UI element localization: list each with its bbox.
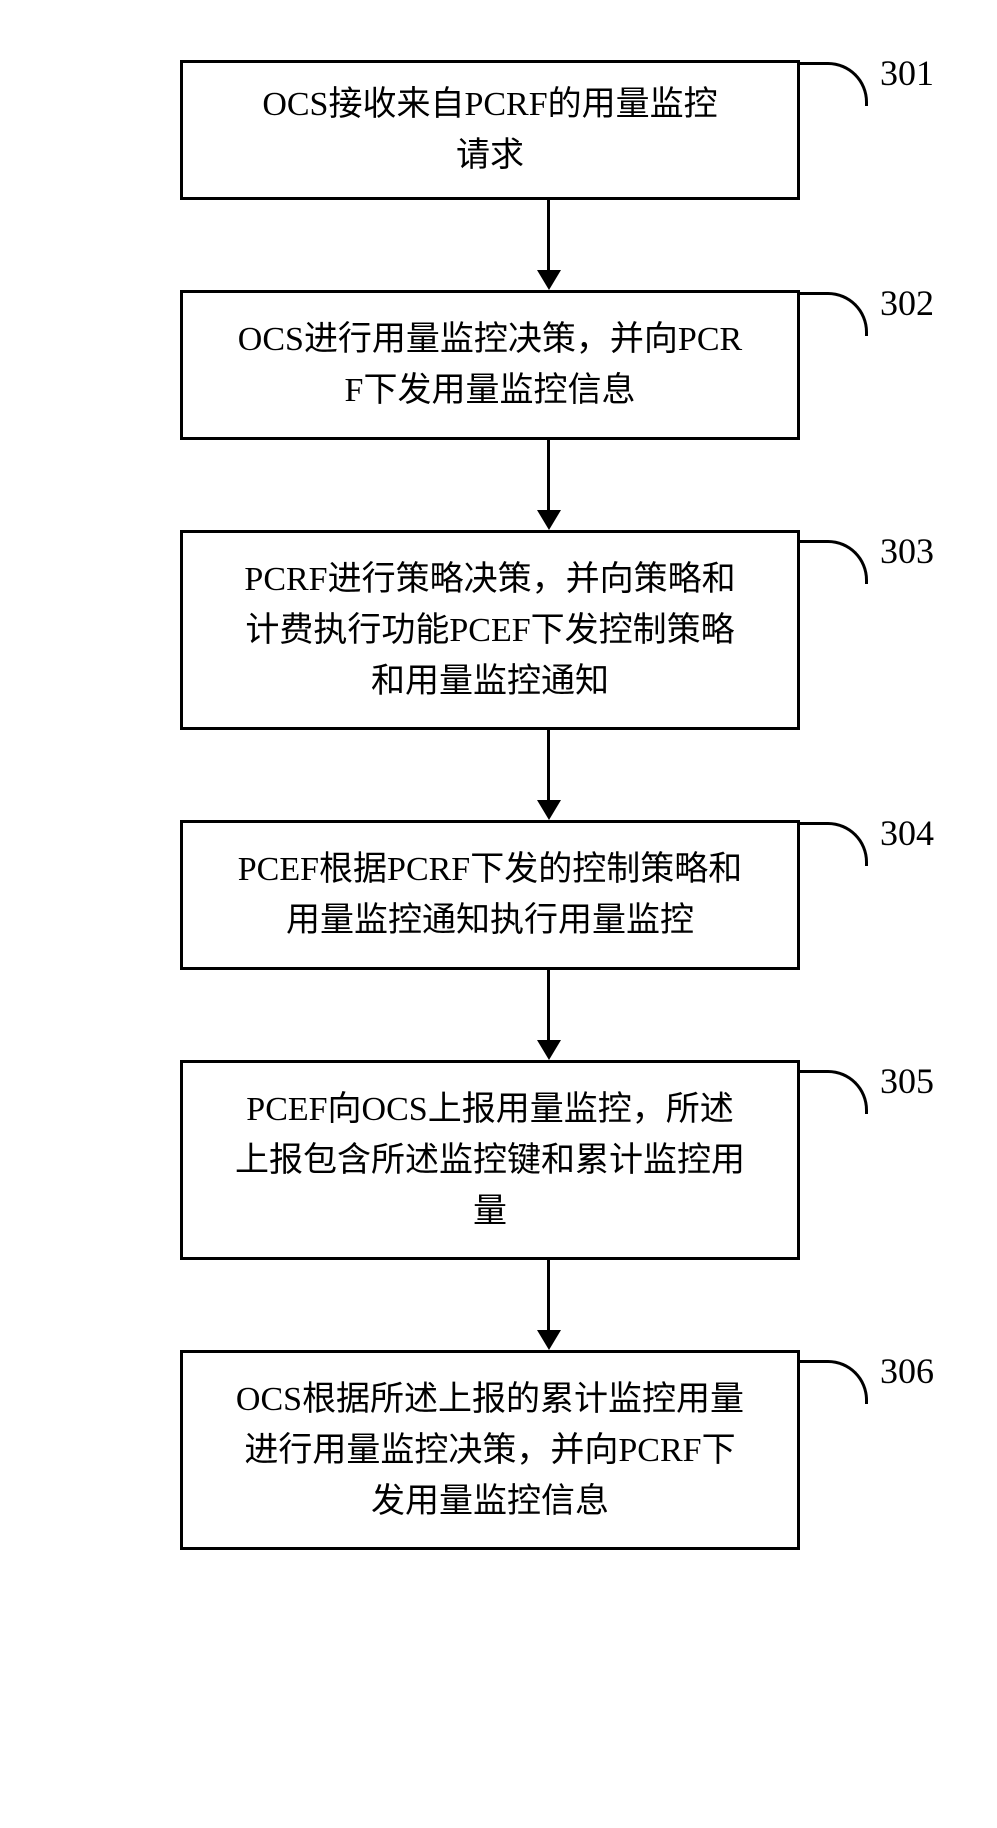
node-label: 302 [880,282,934,324]
arrow-line [547,970,550,1040]
node-wrapper: PCRF进行策略决策，并向策略和 计费执行功能PCEF下发控制策略 和用量监控通… [80,530,917,730]
arrow-head-icon [537,1040,561,1060]
connector-curve [798,1360,868,1404]
node-wrapper: PCEF向OCS上报用量监控，所述 上报包含所述监控键和累计监控用 量305 [80,1060,917,1260]
flowchart-node-n6: OCS根据所述上报的累计监控用量 进行用量监控决策，并向PCRF下 发用量监控信… [180,1350,800,1550]
connector-curve [798,62,868,106]
node-wrapper: PCEF根据PCRF下发的控制策略和 用量监控通知执行用量监控304 [80,820,917,970]
arrow-head-icon [537,510,561,530]
arrow [239,1260,859,1350]
node-text: OCS根据所述上报的累计监控用量 进行用量监控决策，并向PCRF下 发用量监控信… [236,1374,744,1527]
node-wrapper: OCS进行用量监控决策，并向PCR F下发用量监控信息302 [80,290,917,440]
label-connector: 306 [798,1360,934,1404]
node-text: PCEF根据PCRF下发的控制策略和 用量监控通知执行用量监控 [238,844,742,946]
node-text: OCS进行用量监控决策，并向PCR F下发用量监控信息 [238,314,742,416]
arrow [239,730,859,820]
arrow-line [547,200,550,270]
node-label: 306 [880,1350,934,1392]
arrow [239,970,859,1060]
node-label: 305 [880,1060,934,1102]
flowchart-node-n4: PCEF根据PCRF下发的控制策略和 用量监控通知执行用量监控 [180,820,800,970]
arrow [239,200,859,290]
connector-curve [798,822,868,866]
flowchart-node-n5: PCEF向OCS上报用量监控，所述 上报包含所述监控键和累计监控用 量 [180,1060,800,1260]
node-wrapper: OCS接收来自PCRF的用量监控 请求301 [80,60,917,200]
node-text: OCS接收来自PCRF的用量监控 请求 [262,79,717,181]
connector-curve [798,292,868,336]
label-connector: 301 [798,62,934,106]
connector-curve [798,1070,868,1114]
node-label: 303 [880,530,934,572]
label-connector: 304 [798,822,934,866]
node-wrapper: OCS根据所述上报的累计监控用量 进行用量监控决策，并向PCRF下 发用量监控信… [80,1350,917,1550]
label-connector: 303 [798,540,934,584]
arrow-line [547,440,550,510]
node-label: 304 [880,812,934,854]
arrow [239,440,859,530]
node-text: PCRF进行策略决策，并向策略和 计费执行功能PCEF下发控制策略 和用量监控通… [244,554,735,707]
arrow-line [547,730,550,800]
arrow-head-icon [537,800,561,820]
arrow-head-icon [537,270,561,290]
arrow-line [547,1260,550,1330]
node-label: 301 [880,52,934,94]
arrow-head-icon [537,1330,561,1350]
label-connector: 305 [798,1070,934,1114]
flowchart-node-n2: OCS进行用量监控决策，并向PCR F下发用量监控信息 [180,290,800,440]
label-connector: 302 [798,292,934,336]
flowchart-container: OCS接收来自PCRF的用量监控 请求301 OCS进行用量监控决策，并向PCR … [80,60,917,1550]
flowchart-node-n3: PCRF进行策略决策，并向策略和 计费执行功能PCEF下发控制策略 和用量监控通… [180,530,800,730]
connector-curve [798,540,868,584]
node-text: PCEF向OCS上报用量监控，所述 上报包含所述监控键和累计监控用 量 [235,1084,745,1237]
flowchart-node-n1: OCS接收来自PCRF的用量监控 请求 [180,60,800,200]
